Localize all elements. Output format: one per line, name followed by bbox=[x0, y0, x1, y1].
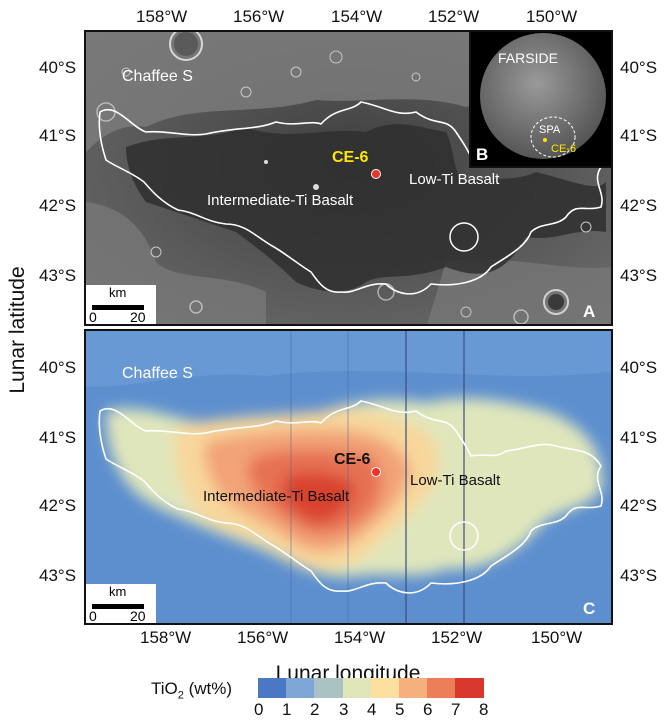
site-marker-a bbox=[371, 169, 381, 179]
colorbar-tick-6: 6 bbox=[423, 700, 433, 719]
panel-letter-c: C bbox=[583, 599, 596, 618]
scale-min-a: 0 bbox=[89, 309, 97, 325]
lat-tick-a-right-42: 42°S bbox=[620, 196, 658, 215]
colorbar-tick-8: 8 bbox=[479, 700, 489, 719]
lon-tick-top-154: 154°W bbox=[331, 7, 383, 26]
lat-tick-a-right-41: 41°S bbox=[620, 126, 658, 145]
lon-tick-bottom-152: 152°W bbox=[431, 628, 483, 647]
crater-outline-c bbox=[449, 521, 479, 551]
lon-tick-top-150: 150°W bbox=[526, 7, 578, 26]
scale-bar-box-c bbox=[86, 584, 156, 623]
lat-tick-c-left-42: 42°S bbox=[39, 496, 77, 515]
chaffee-label-c: Chaffee S bbox=[122, 365, 193, 382]
unit-boundary-outline-a bbox=[98, 101, 603, 295]
colorbar-tick-5: 5 bbox=[395, 700, 405, 719]
scale-max-c: 20 bbox=[130, 608, 146, 624]
scale-bar-a bbox=[92, 305, 144, 310]
low-ti-label-c: Low-Ti Basalt bbox=[410, 472, 501, 489]
data-stripes bbox=[290, 331, 465, 623]
lat-tick-a-left-42: 42°S bbox=[39, 196, 77, 215]
colorbar-tick-3: 3 bbox=[339, 700, 349, 719]
site-marker-c bbox=[371, 467, 381, 477]
colorbar-tick-2: 2 bbox=[310, 700, 320, 719]
colorbar-tick-4: 4 bbox=[367, 700, 377, 719]
scale-unit-a: km bbox=[109, 285, 127, 300]
lat-tick-a-left-43: 43°S bbox=[39, 266, 77, 285]
lon-tick-bottom-158: 158°W bbox=[140, 628, 192, 647]
colorbar-cell-4 bbox=[370, 678, 400, 698]
lat-tick-c-left-43: 43°S bbox=[39, 566, 77, 585]
colorbar-cell-2 bbox=[314, 678, 344, 698]
lat-tick-c-left-40: 40°S bbox=[39, 358, 77, 377]
colorbar-cell-6 bbox=[427, 678, 456, 698]
unit-boundary-outline-c bbox=[98, 400, 603, 594]
colorbar-tick-7: 7 bbox=[451, 700, 461, 719]
lon-tick-top-156: 156°W bbox=[233, 7, 285, 26]
panel-letter-a: A bbox=[583, 302, 596, 321]
lat-tick-c-right-40: 40°S bbox=[620, 358, 658, 377]
colorbar-title: TiO2 (wt%) bbox=[151, 679, 233, 702]
inset-farside-label: FARSIDE bbox=[498, 50, 558, 66]
crater-outline-a bbox=[449, 222, 479, 252]
inset-site-label: CE-6 bbox=[551, 143, 577, 155]
intermediate-label-a: Intermediate-Ti Basalt bbox=[207, 192, 354, 209]
colorbar-cell-0 bbox=[258, 678, 287, 698]
lon-tick-top-158: 158°W bbox=[136, 7, 188, 26]
inset-b-farside-globe: FARSIDE SPA CE-6 B bbox=[469, 32, 611, 168]
low-ti-label-a: Low-Ti Basalt bbox=[409, 171, 500, 188]
colorbar-tick-0: 0 bbox=[254, 700, 264, 719]
scale-bar-box-a bbox=[86, 285, 156, 324]
intermediate-label-c: Intermediate-Ti Basalt bbox=[203, 488, 350, 505]
colorbar-cell-1 bbox=[286, 678, 315, 698]
lon-tick-bottom-154: 154°W bbox=[334, 628, 386, 647]
inset-letter-b: B bbox=[476, 145, 489, 164]
spa-basin-outline bbox=[530, 116, 576, 158]
lat-tick-a-right-43: 43°S bbox=[620, 266, 658, 285]
lon-tick-bottom-156: 156°W bbox=[237, 628, 289, 647]
scale-min-c: 0 bbox=[89, 608, 97, 624]
panel-c-tio2-field bbox=[86, 331, 611, 623]
lat-tick-c-right-43: 43°S bbox=[620, 566, 658, 585]
site-label-a: CE-6 bbox=[332, 149, 369, 166]
latitude-axis-title: Lunar latitude bbox=[6, 266, 29, 394]
lon-tick-bottom-150: 150°W bbox=[531, 628, 583, 647]
colorbar-cell-7 bbox=[455, 678, 485, 698]
panel-a-image-map: FARSIDE SPA CE-6 B Chaffee S CE-6 Interm… bbox=[84, 30, 613, 326]
scale-bar-c bbox=[92, 604, 144, 609]
moon-globe bbox=[480, 33, 606, 159]
lon-tick-top-152: 152°W bbox=[428, 7, 480, 26]
colorbar-cell-5 bbox=[399, 678, 428, 698]
lat-tick-c-right-41: 41°S bbox=[620, 428, 658, 447]
lat-tick-a-left-41: 41°S bbox=[39, 126, 77, 145]
lat-tick-a-left-40: 40°S bbox=[39, 58, 77, 77]
colorbar-cell-3 bbox=[342, 678, 372, 698]
inset-site-marker bbox=[543, 138, 547, 142]
lat-tick-a-right-40: 40°S bbox=[620, 58, 658, 77]
scale-unit-c: km bbox=[109, 584, 127, 599]
chaffee-label-a: Chaffee S bbox=[122, 68, 193, 85]
colorbar-tick-1: 1 bbox=[282, 700, 292, 719]
lat-tick-c-left-41: 41°S bbox=[39, 428, 77, 447]
site-label-c: CE-6 bbox=[334, 451, 371, 468]
panel-c-tio2-map: Chaffee S CE-6 Intermediate-Ti Basalt Lo… bbox=[84, 329, 613, 625]
inset-spa-label: SPA bbox=[539, 124, 561, 136]
scale-max-a: 20 bbox=[130, 309, 146, 325]
lat-tick-c-right-42: 42°S bbox=[620, 496, 658, 515]
